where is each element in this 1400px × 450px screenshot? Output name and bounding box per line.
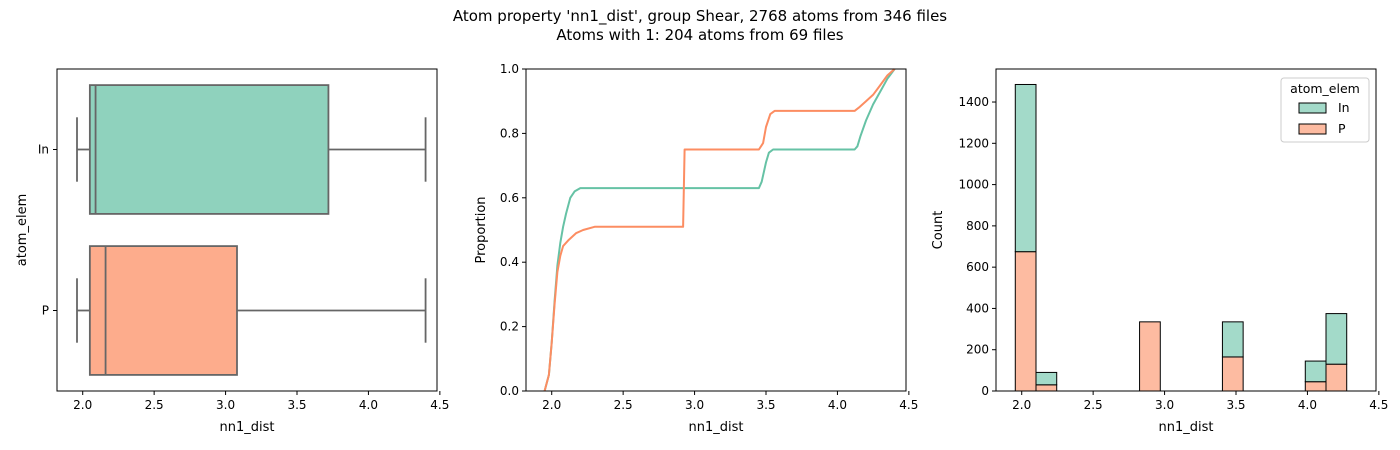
histogram-ticks: 2.0 2.5 3.0 3.5 4.0 4.5 0 200 400 600 800 1000 1200 1… bbox=[958, 95, 1388, 412]
ecdf-line-in bbox=[543, 68, 896, 392]
histogram-legend: atom_elem In P bbox=[1280, 77, 1370, 143]
legend-title: atom_elem bbox=[1290, 81, 1360, 96]
histogram-ylabel: Count bbox=[931, 211, 946, 250]
ecdf-ytick-label: 1.0 bbox=[500, 62, 519, 76]
boxplot-ticks: 2.0 2.5 3.0 3.5 4.0 4.5 In P bbox=[38, 143, 450, 413]
ecdf-ytick-label: 0.6 bbox=[500, 191, 519, 205]
ecdf-marks bbox=[543, 68, 896, 392]
hist-bar-p bbox=[1014, 251, 1037, 392]
histogram-panel: 2.0 2.5 3.0 3.5 4.0 4.5 0 200 400 600 800 1000 1200 1… bbox=[931, 68, 1388, 435]
hist-bar-in bbox=[1221, 321, 1244, 358]
ecdf-xtick-label: 2.0 bbox=[542, 398, 561, 412]
boxplot-xtick-label: 4.0 bbox=[359, 398, 378, 412]
boxplot-xtick-label: 4.5 bbox=[430, 398, 449, 412]
ecdf-line-p bbox=[543, 68, 896, 392]
histogram-ytick-label: 1400 bbox=[958, 95, 989, 109]
ecdf-ytick-label: 0.0 bbox=[500, 384, 519, 398]
histogram-xtick-label: 3.5 bbox=[1226, 398, 1245, 412]
histogram-xtick-label: 3.0 bbox=[1155, 398, 1174, 412]
ecdf-xtick-label: 3.0 bbox=[685, 398, 704, 412]
boxplot-xtick-label: 2.0 bbox=[73, 398, 92, 412]
boxplot-ytick-label: In bbox=[38, 143, 49, 157]
histogram-ytick-label: 1200 bbox=[958, 136, 989, 150]
ecdf-xtick-label: 4.0 bbox=[828, 398, 847, 412]
histogram-ytick-label: 400 bbox=[966, 301, 989, 315]
histogram-xtick-label: 4.5 bbox=[1369, 398, 1388, 412]
hist-bar-in bbox=[1304, 360, 1327, 383]
ecdf-xtick-label: 3.5 bbox=[756, 398, 775, 412]
ecdf-ytick-label: 0.2 bbox=[500, 320, 519, 334]
histogram-xlabel: nn1_dist bbox=[1159, 420, 1214, 435]
hist-bar-in bbox=[1014, 83, 1037, 253]
boxplot-panel: 2.0 2.5 3.0 3.5 4.0 4.5 In P nn1_dist atom_elem bbox=[15, 68, 450, 435]
hist-bar-in bbox=[1035, 371, 1058, 386]
ecdf-xtick-label: 2.5 bbox=[614, 398, 633, 412]
histogram-ytick-label: 800 bbox=[966, 219, 989, 233]
ecdf-ytick-label: 0.8 bbox=[500, 126, 519, 140]
histogram-xtick-label: 2.0 bbox=[1012, 398, 1031, 412]
hist-bar-p bbox=[1304, 381, 1327, 392]
boxplot-xlabel: nn1_dist bbox=[220, 420, 275, 435]
legend-swatch-p bbox=[1298, 123, 1327, 135]
ecdf-axes-frame bbox=[525, 68, 907, 392]
hist-bar-p bbox=[1325, 363, 1348, 392]
histogram-ytick-label: 200 bbox=[966, 343, 989, 357]
ecdf-ylabel: Proportion bbox=[474, 196, 489, 263]
histogram-axes-frame bbox=[995, 68, 1377, 392]
histogram-marks bbox=[1014, 83, 1348, 392]
figure-title-line1: Atom property 'nn1_dist', group Shear, 2… bbox=[453, 7, 947, 26]
ecdf-xlabel: nn1_dist bbox=[689, 420, 744, 435]
histogram-ytick-label: 0 bbox=[981, 384, 989, 398]
box-p-iqr bbox=[88, 245, 238, 376]
boxplot-xtick-label: 3.5 bbox=[287, 398, 306, 412]
hist-bar-p bbox=[1221, 356, 1244, 392]
histogram-ytick-label: 600 bbox=[966, 260, 989, 274]
legend-label-in: In bbox=[1338, 100, 1350, 115]
histogram-xtick-label: 4.0 bbox=[1298, 398, 1317, 412]
boxplot-ylabel: atom_elem bbox=[15, 194, 30, 266]
hist-bar-p bbox=[1139, 321, 1161, 392]
boxplot-xtick-label: 2.5 bbox=[145, 398, 164, 412]
legend-swatch-in bbox=[1298, 102, 1327, 114]
boxplot-marks bbox=[76, 84, 427, 376]
ecdf-ytick-label: 0.4 bbox=[500, 255, 519, 269]
boxplot-xtick-label: 3.0 bbox=[216, 398, 235, 412]
hist-bar-in bbox=[1325, 313, 1348, 365]
hist-bar-p bbox=[1035, 384, 1058, 392]
ecdf-xtick-label: 4.5 bbox=[899, 398, 918, 412]
ecdf-panel: 2.0 2.5 3.0 3.5 4.0 4.5 0.0 0.2 0.4 0.6 0.8 1.0 nn1… bbox=[474, 62, 918, 435]
histogram-xtick-label: 2.5 bbox=[1084, 398, 1103, 412]
ecdf-ticks: 2.0 2.5 3.0 3.5 4.0 4.5 0.0 0.2 0.4 0.6 0.8 1.0 bbox=[500, 62, 918, 412]
box-in-iqr bbox=[88, 84, 330, 215]
histogram-ytick-label: 1000 bbox=[958, 178, 989, 192]
boxplot-axes-frame bbox=[56, 68, 438, 392]
figure-title-line2: Atoms with 1: 204 atoms from 69 files bbox=[556, 26, 843, 44]
boxplot-ytick-label: P bbox=[42, 304, 49, 318]
legend-label-p: P bbox=[1338, 121, 1346, 136]
